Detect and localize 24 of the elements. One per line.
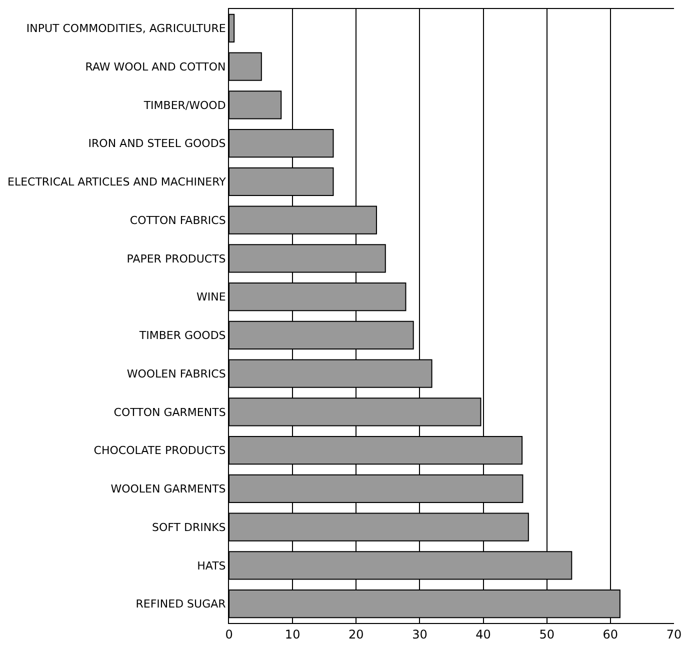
x-tick-label: 0 bbox=[225, 627, 233, 642]
y-tick-label: INPUT COMMODITIES, AGRICULTURE bbox=[26, 22, 226, 36]
y-tick-label: ELECTRICAL ARTICLES AND MACHINERY bbox=[8, 176, 226, 189]
y-tick-label: WINE bbox=[196, 290, 226, 304]
y-tick-label: REFINED SUGAR bbox=[136, 598, 226, 611]
x-tick-label: 50 bbox=[539, 627, 554, 642]
y-tick-label: IRON AND STEEL GOODS bbox=[88, 137, 226, 150]
y-tick-label: TIMBER GOODS bbox=[138, 329, 226, 342]
x-tick-label: 60 bbox=[602, 627, 618, 642]
y-tick-label: RAW WOOL AND COTTON bbox=[85, 60, 226, 74]
y-tick-label: WOOLEN FABRICS bbox=[126, 367, 226, 380]
x-tick-label: 30 bbox=[412, 627, 428, 642]
y-tick-label: HATS bbox=[197, 559, 226, 572]
y-tick-label: COTTON GARMENTS bbox=[114, 406, 226, 419]
y-tick-label: TIMBER/WOOD bbox=[142, 98, 226, 112]
x-tick-label: 10 bbox=[284, 627, 300, 642]
y-tick-label: PAPER PRODUCTS bbox=[126, 252, 226, 266]
y-tick-label: COTTON FABRICS bbox=[130, 214, 226, 227]
x-tick-label: 20 bbox=[348, 627, 364, 642]
x-tick-label: 70 bbox=[666, 627, 682, 642]
y-tick-label: SOFT DRINKS bbox=[152, 520, 226, 534]
y-tick-label: CHOCOLATE PRODUCTS bbox=[94, 444, 226, 458]
y-tick-label: WOOLEN GARMENTS bbox=[110, 482, 226, 496]
x-tick-label: 40 bbox=[476, 627, 491, 642]
